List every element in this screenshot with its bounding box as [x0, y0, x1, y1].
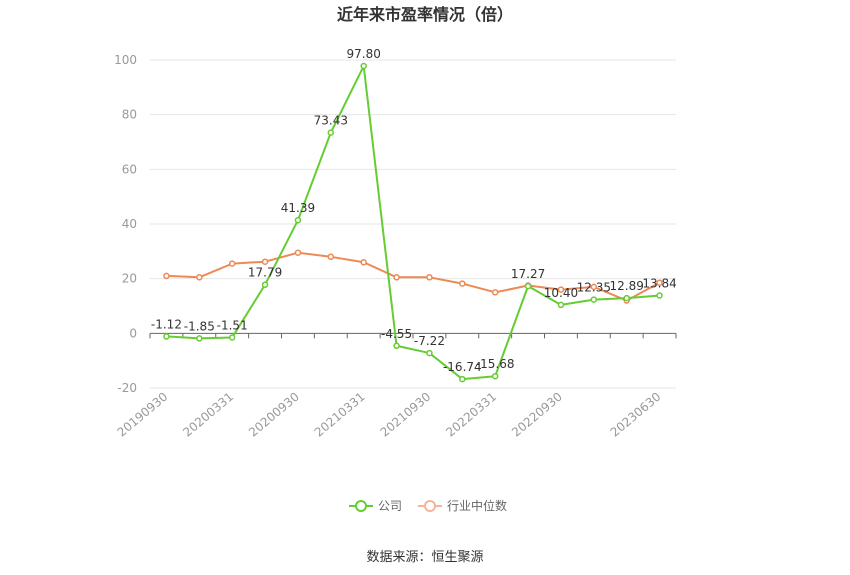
industry-data-point[interactable] [163, 272, 170, 280]
company-data-point[interactable] [327, 129, 335, 136]
industry-data-point[interactable] [327, 253, 335, 261]
industry-data-point[interactable] [459, 280, 466, 287]
source-note: 数据来源：恒生聚源 [366, 550, 483, 565]
industry-data-point[interactable] [196, 274, 203, 281]
company-data-label: -7.22 [414, 334, 445, 348]
company-data-point[interactable] [196, 335, 203, 342]
company-data-label: 17.27 [511, 267, 545, 281]
industry-data-point[interactable] [360, 259, 367, 266]
company-data-label: -15.68 [476, 357, 515, 371]
x-tick-label: 20220331 [443, 390, 499, 440]
legend-label: 公司 [378, 499, 402, 513]
company-data-point[interactable] [459, 375, 466, 383]
company-data-point[interactable] [426, 349, 433, 357]
industry-data-point[interactable] [393, 274, 400, 281]
x-tick-label: 20190930 [115, 390, 171, 440]
legend-marker-icon [355, 500, 367, 512]
legend-marker-icon [424, 500, 436, 512]
company-data-label: 13.84 [642, 277, 676, 291]
company-data-point[interactable] [393, 342, 400, 350]
industry-median-series-line [166, 251, 661, 302]
company-data-point[interactable] [656, 292, 663, 299]
company-data-label: 41.39 [281, 201, 315, 215]
series-layer [163, 62, 663, 383]
company-data-point[interactable] [524, 282, 532, 290]
company-data-label: -1.51 [217, 318, 248, 332]
x-tick-label: 20220930 [509, 390, 565, 440]
company-data-label: -1.85 [184, 319, 215, 333]
company-data-label: 17.79 [248, 266, 282, 280]
grid-layer [150, 59, 676, 389]
legend-item-company[interactable]: 公司 [349, 499, 402, 513]
company-data-point[interactable] [360, 62, 367, 70]
company-data-label: 12.89 [610, 279, 644, 293]
industry-data-point[interactable] [557, 286, 565, 293]
company-data-point[interactable] [261, 281, 269, 288]
x-tick-label: 20210331 [312, 390, 368, 440]
y-tick-label: 60 [122, 162, 137, 176]
industry-data-point[interactable] [491, 289, 499, 296]
company-data-label: -4.55 [381, 327, 412, 341]
y-tick-label: 0 [129, 326, 137, 340]
chart-title: 近年来市盈率情况（倍） [337, 5, 513, 24]
legend-label: 行业中位数 [447, 498, 507, 513]
company-data-point[interactable] [623, 294, 630, 302]
y-tick-label: 80 [122, 108, 137, 122]
company-data-label: -1.12 [151, 317, 182, 331]
company-data-label: 10.40 [544, 286, 578, 300]
y-tick-label: 40 [122, 217, 137, 231]
company-data-point[interactable] [557, 301, 565, 309]
company-data-point[interactable] [228, 334, 236, 341]
data-label-layer: -1.12 -1.85 -1.51 17.79 41.39 73.43 97.80 -4.55… [151, 47, 677, 374]
company-data-point[interactable] [294, 216, 302, 224]
legend: 公司 行业中位数 [349, 498, 507, 513]
y-tick-label: 20 [122, 272, 137, 286]
company-data-point[interactable] [491, 372, 499, 380]
x-tick-label: 20200930 [246, 390, 302, 440]
company-data-label: 97.80 [347, 47, 381, 61]
company-data-label: -16.74 [443, 360, 482, 374]
industry-data-point[interactable] [228, 260, 236, 267]
y-tick-label: -20 [117, 381, 137, 395]
company-series-line [166, 65, 660, 381]
industry-data-point[interactable] [294, 249, 302, 256]
x-tick-label: 20230630 [608, 390, 664, 440]
legend-item-industry-median[interactable]: 行业中位数 [418, 498, 507, 513]
y-tick-label: 100 [114, 53, 137, 67]
company-data-label: 12.35 [577, 281, 611, 295]
company-data-point[interactable] [163, 333, 170, 340]
company-data-label: 73.43 [314, 114, 348, 128]
industry-data-point[interactable] [426, 274, 433, 281]
x-tick-label: 20210930 [378, 390, 434, 440]
industry-data-point[interactable] [656, 279, 663, 287]
industry-data-point[interactable] [590, 283, 598, 291]
x-tick-label: 20200331 [180, 390, 236, 440]
company-data-point[interactable] [590, 296, 598, 303]
industry-data-point[interactable] [261, 258, 269, 265]
